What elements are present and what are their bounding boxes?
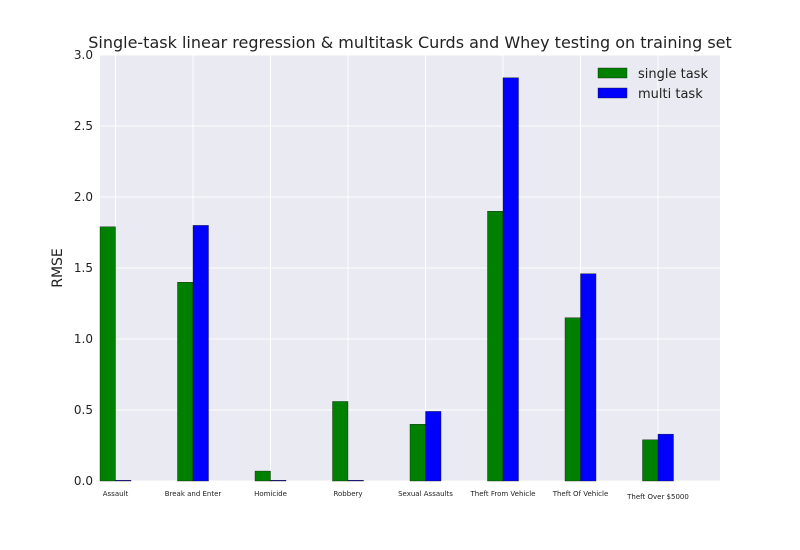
legend: single task multi task — [597, 67, 708, 102]
bar-single-1 — [177, 282, 194, 482]
y-axis-ticks: 0.0 0.5 1.0 1.5 2.0 2.5 3.0 — [74, 48, 93, 488]
y-tick-label: 3.0 — [74, 48, 93, 62]
y-tick-label: 1.5 — [74, 261, 93, 275]
x-category-label: Homicide — [254, 490, 287, 498]
y-tick-label: 0.0 — [74, 474, 93, 488]
bar-multi-1 — [192, 225, 209, 482]
bar-single-7 — [642, 439, 659, 482]
bar-single-3 — [332, 401, 349, 482]
bar-single-0 — [99, 226, 116, 482]
bar-multi-4 — [425, 411, 442, 482]
y-tick-label: 1.0 — [74, 332, 93, 346]
y-tick-label: 0.5 — [74, 403, 93, 417]
bar-single-6 — [564, 317, 581, 482]
legend-swatch — [597, 87, 628, 99]
x-axis-categories: Assault Break and Enter Homicide Robbery Sex… — [103, 490, 689, 501]
x-category-label: Assault — [103, 490, 129, 498]
x-category-label: Robbery — [333, 490, 362, 498]
x-category-label: Theft Of Vehicle — [552, 490, 609, 498]
bars — [99, 77, 674, 482]
legend-label: multi task — [638, 87, 703, 102]
bar-single-5 — [487, 210, 504, 482]
chart-title: Single-task linear regression & multitas… — [88, 33, 732, 52]
bar-single-4 — [409, 424, 426, 482]
bar-multi-3 — [347, 480, 364, 482]
bar-multi-5 — [502, 77, 519, 482]
bar-multi-6 — [580, 273, 597, 482]
bar-single-2 — [254, 470, 271, 482]
x-category-label: Sexual Assaults — [398, 490, 453, 498]
x-category-label: Theft From Vehicle — [470, 490, 536, 498]
bar-multi-7 — [657, 433, 674, 482]
y-tick-label: 2.0 — [74, 190, 93, 204]
y-tick-label: 2.5 — [74, 119, 93, 133]
bar-multi-0 — [115, 480, 132, 482]
legend-label: single task — [638, 67, 708, 82]
x-category-label: Theft Over $5000 — [626, 493, 689, 501]
bar-multi-2 — [270, 480, 287, 482]
y-axis-label: RMSE — [50, 248, 66, 288]
x-category-label: Break and Enter — [165, 490, 222, 498]
legend-swatch — [597, 67, 628, 79]
